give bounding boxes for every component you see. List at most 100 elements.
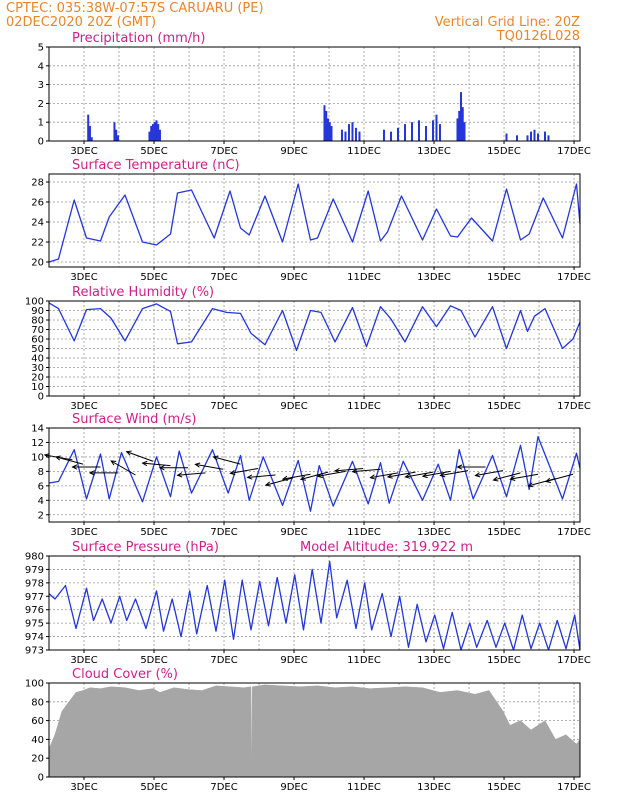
precip-bar [354, 127, 357, 141]
wind-arrowhead [404, 473, 411, 479]
y-tick-label: 100 [25, 679, 44, 690]
wind-arrow [440, 470, 469, 477]
precip-bar [396, 127, 399, 141]
x-tick-label: 15DEC [487, 401, 521, 412]
y-tick-label: 0 [38, 773, 44, 784]
precip-bar [461, 107, 464, 141]
y-tick-label: 50 [31, 344, 44, 355]
x-tick-label: 9DEC [280, 272, 307, 283]
wind-arrow [142, 462, 171, 467]
cloud-cover-area [48, 684, 581, 778]
y-tick-label: 3 [38, 80, 44, 91]
series-line [48, 560, 581, 651]
precip-bar [403, 124, 406, 141]
wind-arrow [317, 470, 346, 477]
precip-bar [456, 118, 459, 141]
wind-arrowhead [110, 460, 117, 466]
wind-arrowhead [421, 472, 428, 479]
y-tick-label: 20 [31, 373, 44, 384]
y-tick-label: 5 [38, 43, 44, 54]
x-tick-label: 3DEC [70, 782, 97, 793]
precip-bar [344, 131, 347, 141]
x-tick-label: 17DEC [557, 272, 591, 283]
precip-bar [351, 122, 354, 141]
x-tick-label: 3DEC [70, 401, 97, 412]
precip-bar [533, 129, 536, 141]
wind-arrow [300, 471, 329, 480]
precip-bar [543, 131, 546, 141]
x-tick-label: 3DEC [70, 527, 97, 538]
panel-frame [48, 173, 581, 268]
panel-title: Surface Wind (m/s) [72, 412, 196, 427]
wind-arrow [177, 472, 206, 476]
precip-bar [115, 129, 118, 141]
wind-arrowhead [281, 475, 288, 481]
precip-bar [113, 122, 116, 141]
precip-bar [328, 122, 331, 141]
x-tick-label: 9DEC [280, 655, 307, 666]
wind-arrowhead [351, 468, 358, 474]
header-code: TQ0126L028 [496, 29, 580, 44]
wind-arrowhead [474, 472, 481, 478]
y-tick-label: 40 [31, 354, 44, 365]
x-tick-label: 17DEC [557, 782, 591, 793]
wind-arrowhead [299, 475, 306, 481]
x-tick-label: 15DEC [487, 655, 521, 666]
precip-bar [547, 135, 550, 141]
y-tick-label: 976 [25, 605, 44, 616]
wind-arrow [247, 474, 276, 478]
y-tick-label: 977 [25, 592, 44, 603]
x-tick-label: 15DEC [487, 146, 521, 157]
wind-arrowhead [229, 470, 236, 476]
x-tick-label: 7DEC [210, 782, 237, 793]
series-line [48, 436, 581, 512]
x-tick-label: 17DEC [557, 527, 591, 538]
precip-bar [382, 129, 385, 141]
precip-bar [153, 122, 156, 141]
precip-bar [458, 110, 461, 141]
cloud-cover-panel: 0 20 40 60 80 100 3DEC 5DEC 7DEC 9DEC 11DEC 13DEC 15… [25, 667, 591, 793]
wind-arrowhead [246, 474, 253, 480]
panel-title: Surface Temperature (nC) [72, 158, 240, 173]
panel-title: Cloud Cover (%) [72, 667, 178, 682]
wind-arrow [110, 460, 136, 476]
x-tick-label: 15DEC [487, 272, 521, 283]
wind-arrowhead [194, 462, 201, 468]
x-tick-label: 7DEC [210, 655, 237, 666]
precip-bar [325, 110, 328, 141]
x-tick-label: 9DEC [280, 527, 307, 538]
precip-bar [90, 137, 93, 141]
x-tick-label: 9DEC [280, 782, 307, 793]
x-tick-label: 5DEC [140, 527, 167, 538]
precip-bar [358, 131, 361, 141]
header-location: CPTEC: 035:38W-07:57S CARUARU (PE) [6, 1, 264, 16]
y-tick-label: 8 [38, 467, 44, 478]
precip-bar [526, 135, 529, 141]
x-tick-label: 11DEC [347, 655, 381, 666]
y-tick-label: 10 [31, 452, 44, 463]
precip-bar [157, 124, 160, 141]
x-tick-label: 17DEC [557, 655, 591, 666]
panel-title: Precipitation (mm/h) [72, 31, 205, 46]
y-tick-label: 980 [25, 552, 44, 563]
x-tick-label: 17DEC [557, 401, 591, 412]
series-line [48, 302, 581, 352]
precip-bar [340, 129, 343, 141]
y-tick-label: 40 [31, 735, 44, 746]
x-tick-label: 17DEC [557, 146, 591, 157]
wind-arrow [370, 472, 399, 479]
wind-arrow [195, 463, 224, 470]
panel-frame [48, 427, 581, 523]
precip-bar [150, 125, 153, 141]
wind-arrow [265, 477, 294, 486]
y-tick-label: 1 [38, 118, 44, 129]
wind-arrowhead [88, 470, 95, 476]
y-tick-label: 26 [31, 198, 44, 209]
x-tick-label: 7DEC [210, 401, 237, 412]
y-tick-label: 979 [25, 565, 44, 576]
wind-arrow [387, 471, 416, 478]
wind-arrowhead [492, 476, 499, 482]
wind-panel: 2 4 6 8 10 12 14 3DEC 5DEC 7DEC 9DEC 11DEC 13DEC 15DE… [31, 412, 591, 538]
y-tick-label: 24 [31, 218, 44, 229]
